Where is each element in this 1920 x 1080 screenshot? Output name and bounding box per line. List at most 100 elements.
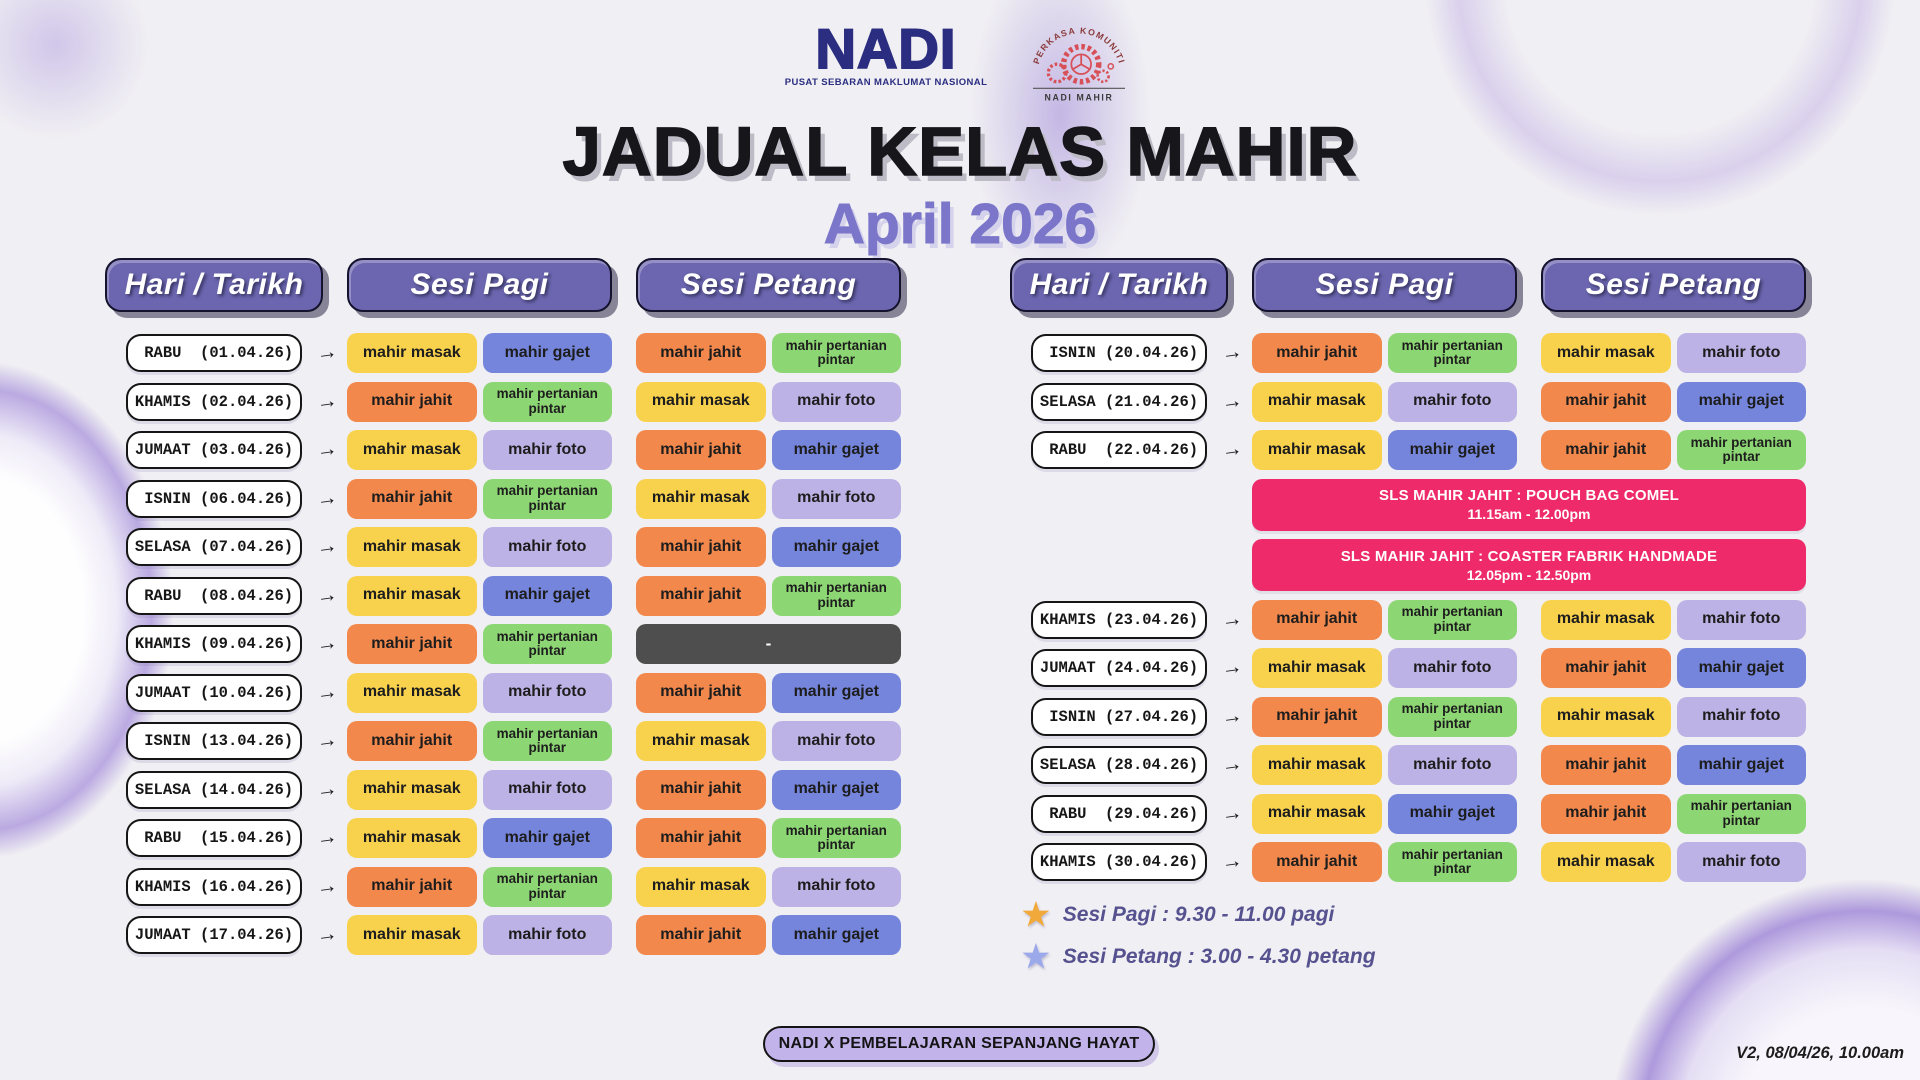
- arrow-icon: →: [314, 921, 339, 948]
- sls-banner: SLS MAHIR JAHIT : POUCH BAG COMEL 11.15am…: [1252, 478, 1806, 531]
- class-chip-mahir-jahit: mahir jahit: [636, 769, 766, 810]
- session-note-text: Sesi Petang : 3.00 - 4.30 petang: [1062, 944, 1376, 968]
- class-chip-mahir-foto: mahir foto: [482, 527, 612, 567]
- date-pill: JUMAAT (03.04.26): [126, 431, 302, 469]
- day-label: KHAMIS: [134, 877, 191, 896]
- date-cell: KHAMIS (02.04.26): [105, 382, 323, 421]
- date-cell: KHAMIS (16.04.26): [105, 867, 323, 906]
- arrow-icon: →: [314, 873, 339, 899]
- schedule-row: ISNIN (27.04.26) → mahir jahit mahir pertan…: [1010, 696, 1806, 737]
- class-chip-mahir-gajet: mahir gajet: [482, 575, 612, 616]
- afternoon-session: -: [636, 624, 901, 664]
- class-chip-mahir-masak: mahir masak: [636, 478, 766, 519]
- class-chip-mahir-foto: mahir foto: [1676, 599, 1806, 640]
- emblem-label: NADI MAHIR: [1045, 92, 1114, 102]
- class-chip-mahir-pertanian-pintar: mahir pertanian pintar: [482, 721, 612, 761]
- class-chip-mahir-masak: mahir masak: [347, 430, 477, 470]
- date-pill: JUMAAT (10.04.26): [126, 673, 302, 712]
- afternoon-session: mahir jahit mahir pertanian pintar: [636, 333, 901, 373]
- class-chip-mahir-jahit: mahir jahit: [636, 333, 766, 373]
- schedule-row: KHAMIS (30.04.26) → mahir jahit mahir perta…: [1010, 842, 1806, 882]
- schedule-row: RABU (15.04.26) → mahir masak mahir gajet ma…: [105, 818, 901, 858]
- date-cell: RABU (15.04.26): [105, 819, 323, 857]
- class-chip-mahir-jahit: mahir jahit: [636, 915, 766, 955]
- day-label: KHAMIS: [1039, 853, 1096, 871]
- class-chip-mahir-gajet: mahir gajet: [771, 527, 901, 567]
- date-cell: JUMAAT (03.04.26): [105, 431, 323, 469]
- day-label: SELASA: [134, 538, 191, 556]
- class-chip-mahir-pertanian-pintar: mahir pertanian pintar: [771, 333, 901, 373]
- star-blue-icon: ★: [1022, 939, 1050, 974]
- date-cell: KHAMIS (09.04.26): [105, 625, 323, 663]
- date-pill: JUMAAT (24.04.26): [1031, 649, 1207, 687]
- class-chip-mahir-jahit: mahir jahit: [1541, 745, 1671, 785]
- version-note: V2, 08/04/26, 10.00am: [1736, 1044, 1904, 1062]
- class-chip-mahir-masak: mahir masak: [636, 866, 766, 907]
- schedule-row: ISNIN (06.04.26) → mahir jahit mahir pertan…: [105, 478, 901, 519]
- date-cell: ISNIN (27.04.26): [1010, 697, 1228, 736]
- class-chip-mahir-gajet: mahir gajet: [1676, 648, 1806, 688]
- morning-session: mahir masak mahir foto: [347, 527, 612, 567]
- date-label: (03.04.26): [190, 441, 294, 459]
- schedule-row: RABU (22.04.26) → mahir masak mahir gajet ma…: [1010, 430, 1806, 470]
- day-label: RABU: [1039, 804, 1096, 823]
- schedule-row: SELASA (14.04.26) → mahir masak mahir foto m…: [105, 769, 901, 810]
- class-chip-mahir-pertanian-pintar: mahir pertanian pintar: [1387, 333, 1517, 373]
- date-label: (06.04.26): [190, 489, 294, 508]
- class-chip-mahir-masak: mahir masak: [1541, 333, 1671, 373]
- class-chip-mahir-foto: mahir foto: [1676, 696, 1806, 737]
- date-pill: SELASA (21.04.26): [1031, 382, 1207, 421]
- class-chip-mahir-masak: mahir masak: [1252, 381, 1382, 422]
- afternoon-session: mahir jahit mahir gajet: [1541, 745, 1806, 785]
- logo-row: NADI PUSAT SEBARAN MAKLUMAT NASIONAL PER…: [0, 16, 1920, 108]
- class-chip-mahir-pertanian-pintar: mahir pertanian pintar: [482, 478, 612, 519]
- morning-session: mahir masak mahir foto: [1252, 745, 1517, 785]
- sls-banner-time: 12.05pm - 12.50pm: [1466, 566, 1592, 583]
- day-label: JUMAAT: [1039, 659, 1096, 677]
- date-label: (24.04.26): [1095, 659, 1199, 677]
- class-chip-mahir-jahit: mahir jahit: [1541, 648, 1671, 688]
- class-chip-mahir-masak: mahir masak: [1252, 745, 1382, 785]
- nadi-logo-tagline: PUSAT SEBARAN MAKLUMAT NASIONAL: [784, 77, 988, 89]
- column-header-sesi-pagi: Sesi Pagi: [347, 258, 612, 312]
- day-label: ISNIN: [1039, 344, 1096, 362]
- date-pill: ISNIN (06.04.26): [126, 479, 302, 518]
- afternoon-session: mahir jahit mahir pertanian pintar: [1541, 793, 1806, 834]
- class-chip-mahir-jahit: mahir jahit: [636, 818, 766, 858]
- schedule-rows-left: RABU (01.04.26) → mahir masak mahir gajet ma…: [105, 333, 901, 955]
- date-pill: RABU (01.04.26): [126, 334, 302, 372]
- date-label: (02.04.26): [190, 392, 294, 411]
- day-label: SELASA: [134, 780, 191, 799]
- day-label: JUMAAT: [134, 683, 191, 702]
- arrow-icon: →: [314, 436, 339, 463]
- date-cell: JUMAAT (10.04.26): [105, 673, 323, 712]
- date-pill: RABU (08.04.26): [126, 576, 302, 615]
- arrow-icon: →: [1219, 388, 1244, 414]
- page-title: JADUAL KELAS MAHIR: [562, 112, 1358, 191]
- date-label: (15.04.26): [190, 829, 294, 847]
- class-chip-mahir-masak: mahir masak: [347, 818, 477, 858]
- date-label: (01.04.26): [190, 344, 294, 362]
- schedule-row: KHAMIS (16.04.26) → mahir jahit mahir perta…: [105, 866, 901, 907]
- nadi-logo: NADI PUSAT SEBARAN MAKLUMAT NASIONAL: [785, 16, 988, 88]
- day-label: SELASA: [1039, 392, 1096, 411]
- class-chip-mahir-pertanian-pintar: mahir pertanian pintar: [1387, 696, 1517, 737]
- day-label: ISNIN: [134, 489, 191, 508]
- schedule-rows-right: ISNIN (20.04.26) → mahir jahit mahir pertan…: [1010, 333, 1806, 882]
- class-chip-mahir-masak: mahir masak: [1252, 793, 1382, 834]
- class-chip-mahir-pertanian-pintar: mahir pertanian pintar: [771, 818, 901, 858]
- schedule-row: SELASA (07.04.26) → mahir masak mahir foto m…: [105, 527, 901, 567]
- schedule-row: KHAMIS (02.04.26) → mahir jahit mahir perta…: [105, 381, 901, 422]
- class-chip-mahir-foto: mahir foto: [1676, 333, 1806, 373]
- svg-text:PERKASA KOMUNITI: PERKASA KOMUNITI: [1031, 25, 1127, 65]
- date-pill: ISNIN (13.04.26): [126, 722, 302, 760]
- class-chip-mahir-jahit: mahir jahit: [1252, 696, 1382, 737]
- class-chip-mahir-masak: mahir masak: [347, 333, 477, 373]
- afternoon-session: mahir jahit mahir gajet: [636, 430, 901, 470]
- date-cell: RABU (29.04.26): [1010, 794, 1228, 833]
- afternoon-session: mahir masak mahir foto: [636, 478, 901, 519]
- arrow-icon: →: [1219, 606, 1244, 632]
- date-label: (13.04.26): [190, 732, 294, 750]
- date-cell: RABU (08.04.26): [105, 576, 323, 615]
- schedule-row: ISNIN (13.04.26) → mahir jahit mahir pertan…: [105, 721, 901, 761]
